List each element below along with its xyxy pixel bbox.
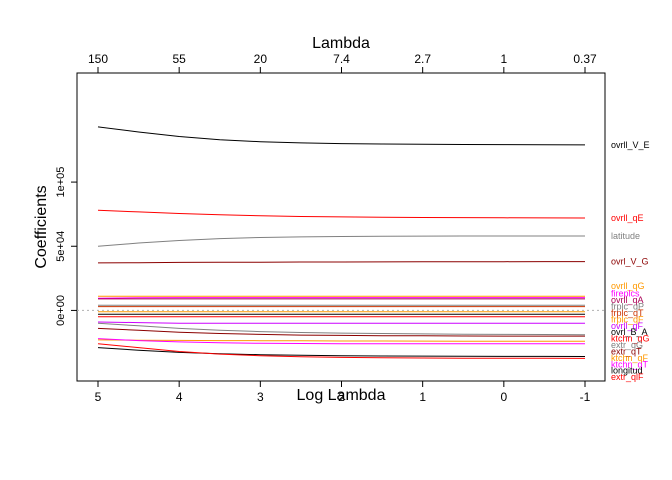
coef-label-frplc-qt: frplc_qT (611, 308, 644, 318)
top-axis-title: Lambda (312, 35, 370, 52)
top-axis: 150 55 20 7.4 2.7 1 0.37 (88, 52, 597, 73)
top-tick-label: 55 (172, 52, 186, 66)
series-line-ovrll-qe (97, 209, 586, 219)
x-tick-label: 4 (176, 390, 183, 404)
series-line-fireplcs (97, 297, 585, 299)
top-tick-label: 20 (254, 52, 268, 66)
coef-label-extr-qg: extr_qG (611, 340, 643, 350)
coef-label-extr-qlf: extr_qlF (611, 372, 644, 382)
bottom-axis: 5 4 3 2 1 0 -1 (95, 381, 591, 404)
coef-label-frplc-qp: frplc_qP (611, 302, 644, 312)
series-line-ktchn-qf (97, 339, 585, 342)
top-tick-label: 0.37 (573, 52, 597, 66)
coef-label-ovrll-qf: ovrll_qF (611, 321, 644, 331)
x-tick-label: 5 (95, 390, 102, 404)
coef-label-latitude: latitude (611, 231, 640, 241)
coef-label-extr-qt: extr_qT (611, 346, 642, 356)
series-line-extr-qlf (97, 343, 586, 359)
y-tick-label: 1e+05 (55, 167, 67, 198)
coef-label-ovrll-qe: ovrll_qE (611, 213, 644, 223)
x-axis-title: Log Lambda (297, 387, 386, 404)
series-line-latitude (97, 235, 585, 247)
top-tick-label: 1 (500, 52, 507, 66)
coef-label-longitud: longitud (611, 366, 643, 376)
coef-label-fireplcs: fireplcs (611, 289, 640, 299)
x-tick-label: 2 (338, 390, 345, 404)
y-axis-title: Coefficients (33, 185, 50, 268)
x-tick-label: 0 (500, 390, 507, 404)
series-line-extr-qg (97, 322, 586, 336)
coef-label-ktchn-qf: ktchn_qF (611, 353, 649, 363)
left-axis: 0e+00 5e+04 1e+05 (55, 167, 77, 326)
series-line-ovrll-qf (97, 321, 585, 324)
series-layer (97, 126, 586, 359)
coef-label-ovrl-b-a: ovrl_B_A (611, 327, 648, 337)
series-line-longitud (97, 347, 586, 357)
coef-label-ovrl-v-g: ovrl_V_G (611, 257, 649, 267)
x-tick-label: 3 (257, 390, 264, 404)
y-tick-label: 5e+04 (55, 231, 67, 262)
coefficient-labels: ovrll_V_E ovrll_qE latitude ovrl_V_G ovrll_q… (611, 140, 650, 382)
top-tick-label: 150 (88, 52, 108, 66)
y-tick-label: 0e+00 (55, 295, 67, 326)
series-line-ktchn-qt (97, 338, 585, 345)
top-tick-label: 2.7 (414, 52, 431, 66)
coef-label-ovrll-v-e: ovrll_V_E (611, 140, 650, 150)
series-line-ovrl-v-g (97, 261, 585, 264)
series-line-ovrll-v-e (97, 126, 586, 146)
coef-label-ktchn-qg: ktchn_qG (611, 334, 650, 344)
top-tick-label: 7.4 (333, 52, 350, 66)
coef-label-frplc-qf: frplc_qF (611, 314, 644, 324)
x-tick-label: 1 (419, 390, 426, 404)
x-tick-label: -1 (580, 390, 591, 404)
coef-label-ovrll-qa: ovrll_qA (611, 295, 644, 305)
series-line-extr-qt (97, 327, 585, 337)
coef-label-ovrll-qg: ovrll_qG (611, 281, 645, 291)
coef-label-ktchn-qt: ktchn_qT (611, 359, 649, 369)
